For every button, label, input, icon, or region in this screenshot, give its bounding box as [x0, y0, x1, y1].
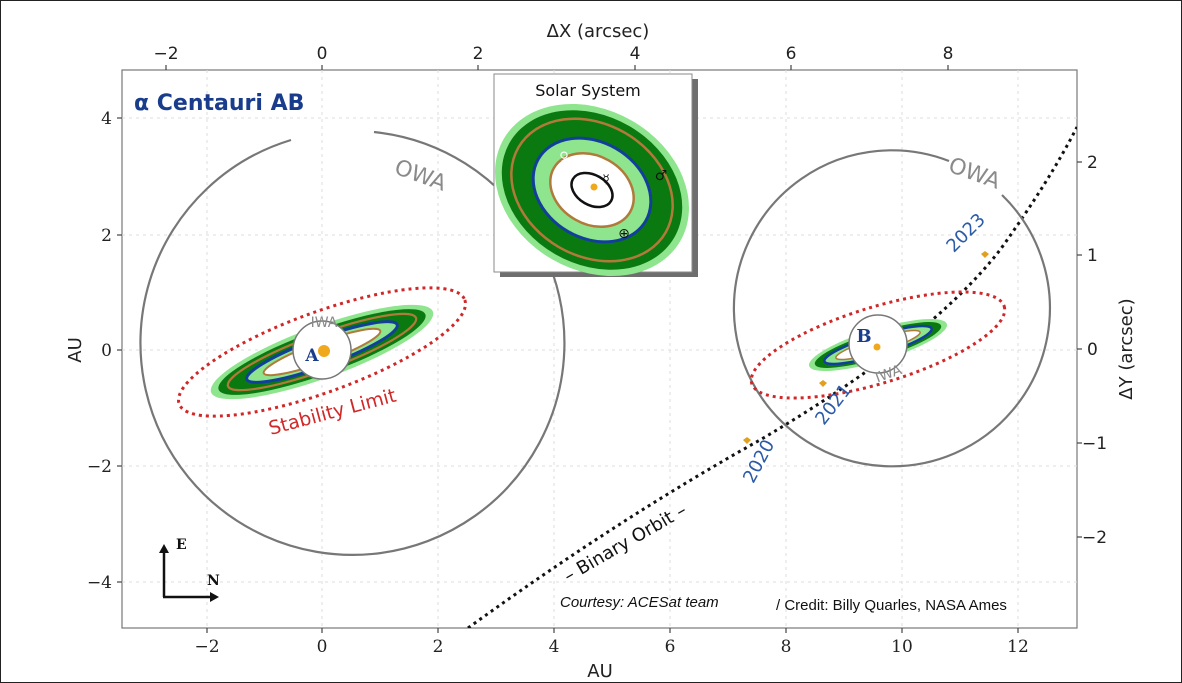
- inset-title: Solar System: [535, 81, 641, 100]
- tick-bottom: 2: [433, 637, 444, 657]
- top-axis-label: ΔX (arcsec): [547, 21, 650, 42]
- star-b-dot: [873, 343, 881, 351]
- right-axis-label: ΔY (arcsec): [1116, 298, 1137, 399]
- tick-right: 2: [1087, 153, 1098, 173]
- inset-orbit-venus: [549, 151, 635, 229]
- tick-left: 2: [101, 226, 112, 246]
- axis-ticks: [117, 65, 1082, 633]
- inset-orbit-mars: [510, 117, 674, 263]
- tick-bottom: −2: [194, 637, 219, 657]
- stability-limit-a: [177, 286, 467, 418]
- left-tick-labels: 4 2 0 −2 −4: [87, 109, 112, 593]
- tick-bottom: 0: [317, 637, 328, 657]
- star-a-dot: [318, 345, 330, 357]
- marker-2023: [981, 251, 989, 258]
- solar-system-inset: Solar System ♀ ♂ ⊕ ☿: [493, 73, 698, 277]
- stability-limit-b: [749, 290, 1007, 400]
- year-markers: [743, 251, 989, 444]
- tick-right: 1: [1087, 246, 1098, 266]
- compass-north-arrowhead: [210, 592, 219, 602]
- compass-e-label: E: [176, 537, 187, 553]
- tick-top: 6: [786, 44, 797, 64]
- mercury-symbol: ☿: [602, 172, 609, 186]
- bottom-tick-labels: −2 0 2 4 6 8 10 12: [194, 637, 1028, 657]
- tick-left: 0: [101, 341, 112, 361]
- inset-orbits: [495, 103, 689, 277]
- inset-orbit-mercury: [570, 171, 614, 209]
- tick-left: 4: [101, 109, 112, 129]
- earth-symbol: ⊕: [618, 226, 630, 242]
- marker-2021: [819, 380, 827, 387]
- venus-symbol: ♀: [559, 150, 569, 165]
- inset-sun: [590, 183, 598, 191]
- tick-right: 0: [1087, 340, 1098, 360]
- tick-top: 8: [943, 44, 954, 64]
- compass-east-arrowhead: [159, 544, 169, 553]
- tick-bottom: 8: [781, 637, 792, 657]
- top-tick-labels: −2 0 2 4 6 8: [153, 44, 953, 64]
- tick-left: −4: [87, 573, 112, 593]
- left-axis-label: AU: [65, 337, 86, 363]
- tick-bottom: 12: [1007, 637, 1029, 657]
- tick-bottom: 4: [549, 637, 560, 657]
- tick-right: −1: [1082, 434, 1107, 454]
- tick-top: 4: [630, 44, 641, 64]
- plot-content: [139, 126, 1077, 628]
- courtesy-text: Courtesy: ACESat team: [560, 594, 719, 611]
- tick-bottom: 6: [665, 637, 676, 657]
- tick-top: −2: [153, 44, 178, 64]
- bottom-axis-label: AU: [587, 661, 613, 682]
- tick-top: 2: [473, 44, 484, 64]
- compass-rose: E N: [159, 537, 220, 602]
- right-tick-labels: 2 1 0 −1 −2: [1082, 153, 1107, 548]
- tick-left: −2: [87, 457, 112, 477]
- tick-top: 0: [317, 44, 328, 64]
- tick-right: −2: [1082, 528, 1107, 548]
- figure-title: α Centauri AB: [134, 91, 304, 116]
- credit-text: / Credit: Billy Quarles, NASA Ames: [776, 597, 1007, 614]
- star-b-label: B: [856, 326, 871, 347]
- tick-bottom: 10: [891, 637, 913, 657]
- marker-2020: [743, 437, 751, 444]
- owa-circle-b: [732, 149, 1051, 468]
- mars-symbol: ♂: [655, 168, 668, 184]
- compass-n-label: N: [207, 573, 220, 589]
- star-a-label: A: [304, 346, 319, 366]
- iwa-label-a: IWA: [311, 315, 338, 331]
